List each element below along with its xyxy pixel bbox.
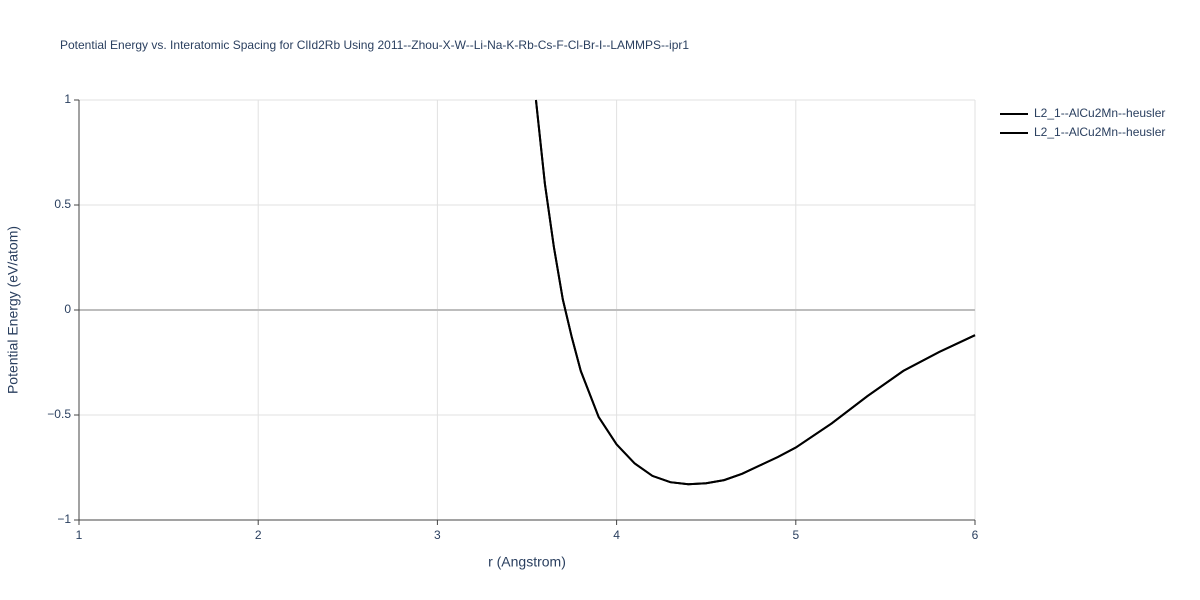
x-axis-title: r (Angstrom): [488, 554, 566, 570]
y-tick-label: 0: [64, 302, 71, 316]
y-axis-title: Potential Energy (eV/atom): [5, 226, 21, 394]
x-tick-label: 1: [76, 528, 83, 542]
x-tick-label: 3: [434, 528, 441, 542]
y-tick-label: −1: [57, 512, 71, 526]
x-tick-label: 2: [255, 528, 262, 542]
y-tick-label: −0.5: [47, 407, 71, 421]
y-tick-label: 1: [64, 92, 71, 106]
legend-label: L2_1--AlCu2Mn--heusler: [1034, 125, 1165, 139]
y-tick-label: 0.5: [54, 197, 71, 211]
plot-area: [534, 99, 976, 486]
x-tick-label: 6: [972, 528, 979, 542]
x-tick-label: 5: [792, 528, 799, 542]
legend-label: L2_1--AlCu2Mn--heusler: [1034, 106, 1165, 120]
data-line: [534, 99, 976, 486]
x-tick-label: 4: [613, 528, 620, 542]
chart-title: Potential Energy vs. Interatomic Spacing…: [60, 38, 689, 52]
data-line: [534, 99, 976, 486]
